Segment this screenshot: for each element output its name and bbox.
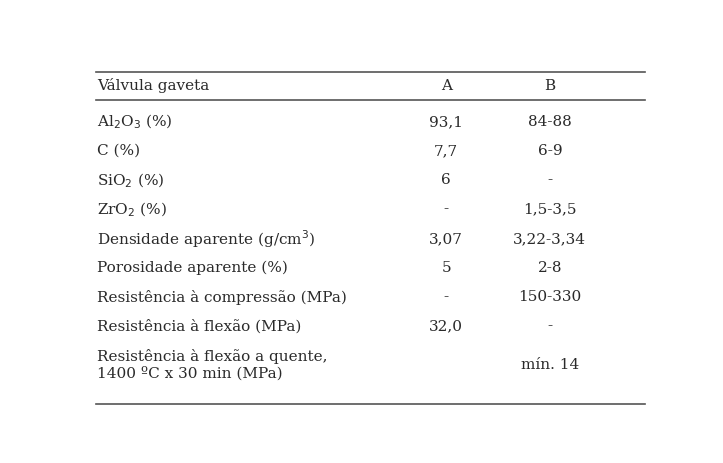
Text: -: -	[444, 203, 449, 217]
Text: Resistência à flexão (MPa): Resistência à flexão (MPa)	[97, 319, 301, 334]
Text: C (%): C (%)	[97, 144, 140, 158]
Text: SiO$_2$ (%): SiO$_2$ (%)	[97, 171, 164, 189]
Text: 93,1: 93,1	[429, 115, 463, 129]
Text: 6-9: 6-9	[537, 144, 562, 158]
Text: A: A	[441, 79, 452, 93]
Text: 150-330: 150-330	[518, 290, 581, 304]
Text: 3,22-3,34: 3,22-3,34	[513, 232, 586, 246]
Text: 7,7: 7,7	[434, 144, 458, 158]
Text: 2-8: 2-8	[538, 261, 562, 275]
Text: 5: 5	[441, 261, 451, 275]
Text: ZrO$_2$ (%): ZrO$_2$ (%)	[97, 200, 167, 219]
Text: Porosidade aparente (%): Porosidade aparente (%)	[97, 261, 288, 275]
Text: Resistência à compressão (MPa): Resistência à compressão (MPa)	[97, 290, 347, 305]
Text: Resistência à flexão a quente,
1400 ºC x 30 min (MPa): Resistência à flexão a quente, 1400 ºC x…	[97, 350, 328, 381]
Text: 6: 6	[441, 173, 451, 188]
Text: mín. 14: mín. 14	[521, 358, 579, 372]
Text: B: B	[544, 79, 555, 93]
Text: 84-88: 84-88	[528, 115, 572, 129]
Text: -: -	[444, 290, 449, 304]
Text: 32,0: 32,0	[429, 319, 463, 333]
Text: -: -	[547, 319, 552, 333]
Text: -: -	[547, 173, 552, 188]
Text: Densidade aparente (g/cm$^3$): Densidade aparente (g/cm$^3$)	[97, 228, 315, 250]
Text: Al$_2$O$_3$ (%): Al$_2$O$_3$ (%)	[97, 113, 172, 131]
Text: Válvula gaveta: Válvula gaveta	[97, 78, 210, 94]
Text: 1,5-3,5: 1,5-3,5	[523, 203, 576, 217]
Text: 3,07: 3,07	[429, 232, 463, 246]
